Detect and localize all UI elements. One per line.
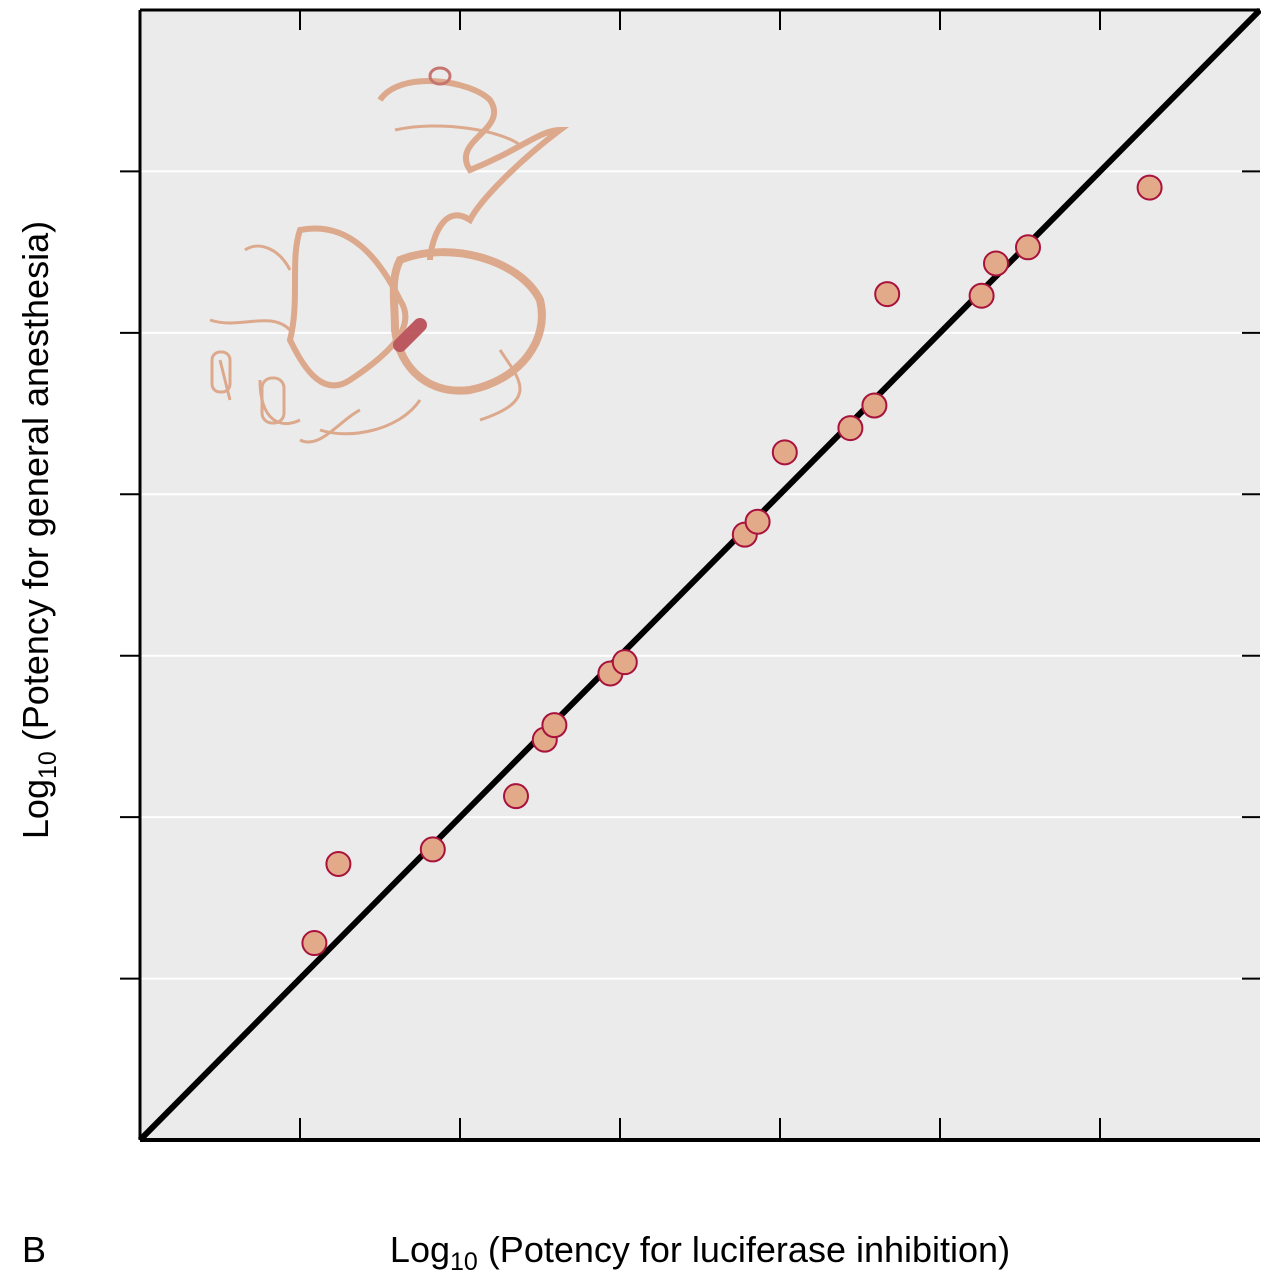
data-point [1136, 174, 1163, 201]
y-axis-label: Log10 (Potency for general anesthesia) [15, 221, 62, 839]
data-point [837, 415, 864, 442]
data-point [503, 783, 529, 810]
x-axis-label: Log10 (Potency for luciferase inhibition) [390, 1229, 1010, 1276]
y-label-base: Log [15, 779, 56, 839]
data-layer [137, 7, 1261, 1143]
data-point [419, 836, 446, 863]
data-point [325, 850, 352, 877]
x-label-base: Log [390, 1229, 450, 1270]
data-point [541, 712, 568, 739]
identity-line [137, 7, 1261, 1143]
protein-illustration [209, 66, 570, 444]
y-label-text: (Potency for general anesthesia) [15, 221, 56, 741]
y-label-subscript: 10 [34, 751, 62, 779]
x-label-text: (Potency for luciferase inhibition) [488, 1229, 1010, 1270]
data-point [1015, 234, 1041, 261]
data-point [861, 392, 888, 419]
data-point [611, 649, 638, 676]
grid [140, 170, 1260, 980]
data-point [771, 439, 798, 466]
data-point [874, 281, 901, 308]
panel-label: B [22, 1229, 46, 1270]
x-label-subscript: 10 [450, 1248, 478, 1276]
data-point [744, 508, 771, 535]
data-point [983, 250, 1009, 277]
data-point [301, 930, 328, 957]
data-point [968, 282, 995, 309]
ticks [120, 8, 1260, 1142]
